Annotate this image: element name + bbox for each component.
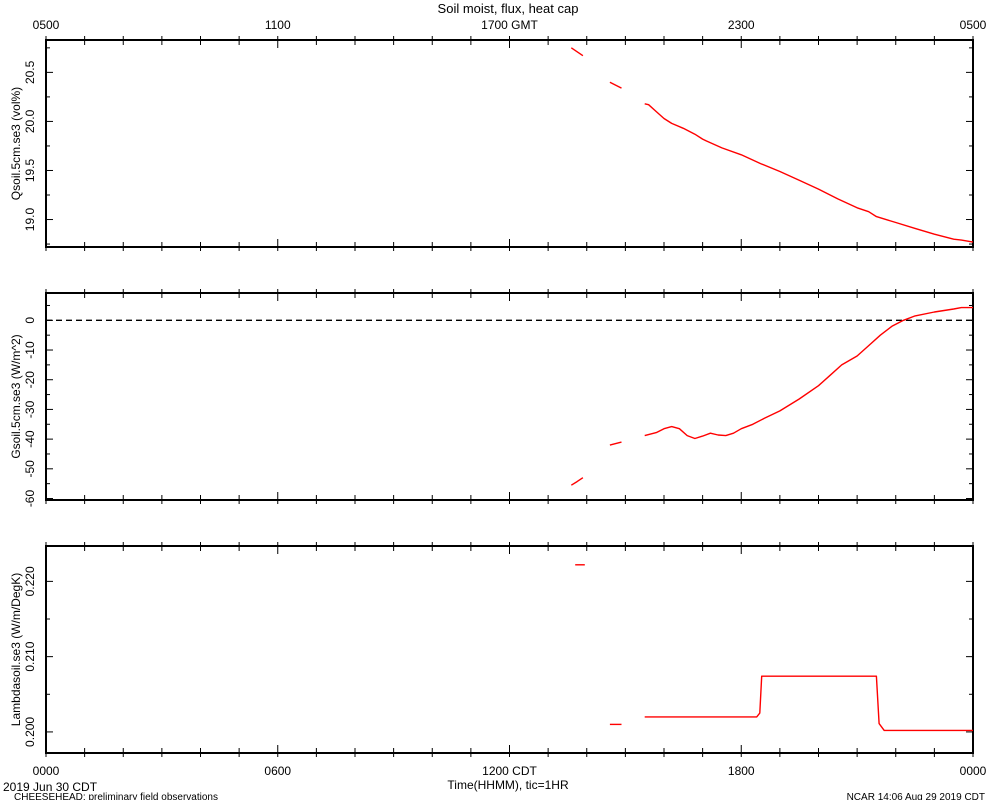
series-line-segment [644,675,973,732]
y-tick-label: 0.220 [23,566,37,596]
bottom-tick-label: 1200 CDT [482,764,537,778]
series-line-segment [644,103,974,243]
footer-right-text: NCAR 14:06 Aug 29 2019 CDT [847,792,985,800]
panel-frame [45,292,974,501]
series-line-segment [609,441,622,446]
series-line-segment [644,306,973,440]
panel-frame [45,545,974,754]
y-tick-label: -30 [23,400,37,418]
y-tick-label: 20.0 [23,109,37,133]
y-axis-label: Gsoil.5cm.se3 (W/m^2) [9,334,23,458]
bottom-tick-label: 1800 [728,764,755,778]
bottom-tick-label: 0600 [264,764,291,778]
x-axis-label: Time(HHMM), tic=1HR [447,778,569,792]
y-tick-label: -40 [23,430,37,448]
y-tick-label: -60 [23,490,37,508]
panel-2: 0 -10 -20 -30 -40 -50 -60 Gsoil.5cm.se3 (W/m^2) [9,289,974,508]
top-tick-label: 0500 [33,18,60,32]
y-axis-label: Lambdasoil.se3 (W/m/DegK) [9,573,23,726]
y-tick-label: 0 [23,317,37,324]
y-tick-label: 20.5 [23,60,37,84]
y-tick-label: -20 [23,371,37,389]
y-tick-label: 0.210 [23,641,37,671]
bottom-tick-label: 0000 [33,764,60,778]
date-label: 2019 Jun 30 CDT [3,780,98,794]
panel-frame [45,39,974,248]
top-tick-label: 2300 [728,18,755,32]
top-tick-label: 1100 [265,18,291,32]
y-tick-label: 0.200 [23,717,37,747]
y-tick-label: 19.5 [23,158,37,182]
top-tick-label: 0500 [960,18,987,32]
y-axis-label: Qsoil.5cm.se3 (vol%) [9,87,23,200]
series-line-segment [570,477,584,486]
y-tick-label: -50 [23,460,37,478]
top-tick-label: 1700 GMT [481,18,538,32]
footer-left-text: CHEESEHEAD: preliminary field observatio… [14,792,218,800]
series-line-segment [570,47,584,57]
bottom-tick-label: 0000 [960,764,987,778]
y-tick-label: 19.0 [23,208,37,232]
chart-title: Soil moist, flux, heat cap [438,1,579,16]
series-line-segment [609,81,622,89]
y-tick-label: -10 [23,341,37,359]
